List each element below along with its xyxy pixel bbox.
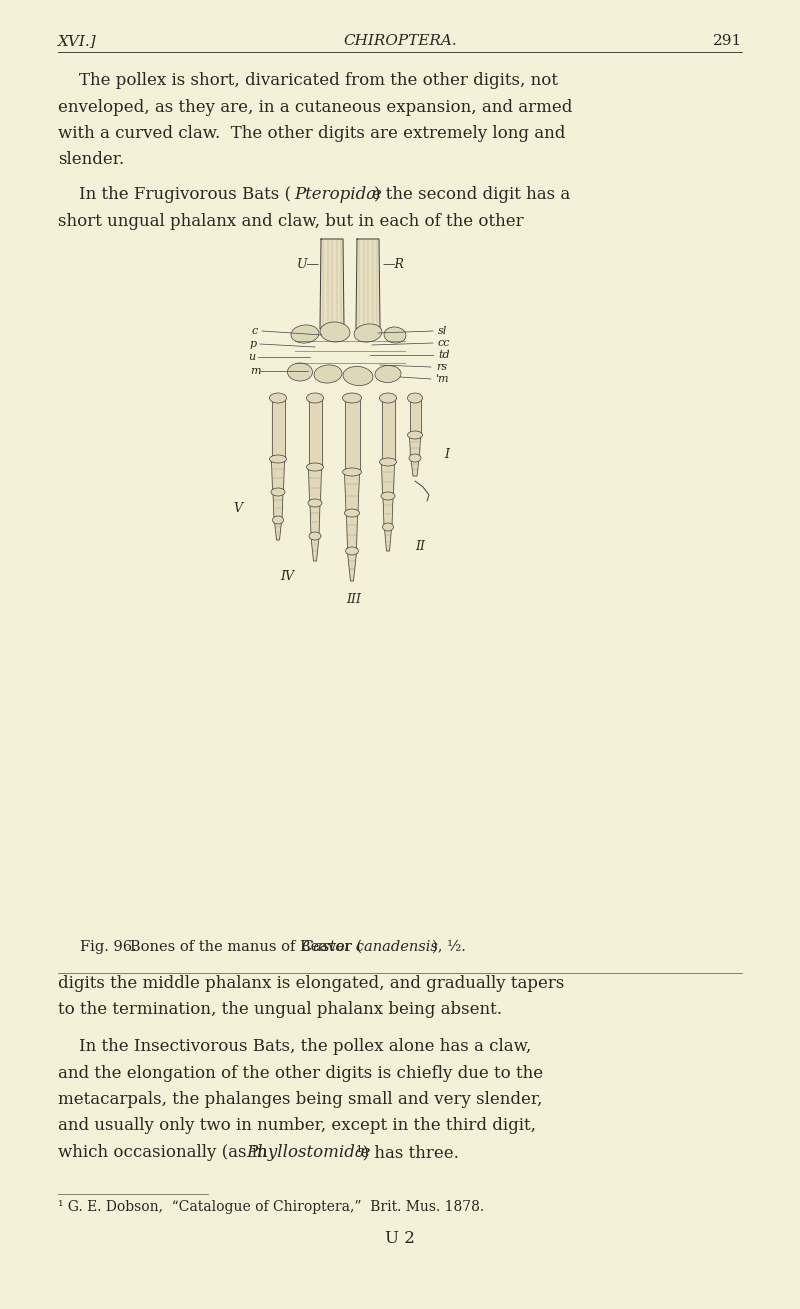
Text: with a curved claw.  The other digits are extremely long and: with a curved claw. The other digits are… xyxy=(58,124,566,141)
Text: to the termination, the ungual phalanx being absent.: to the termination, the ungual phalanx b… xyxy=(58,1001,502,1018)
Ellipse shape xyxy=(379,393,397,403)
Text: c: c xyxy=(252,326,258,336)
Text: p: p xyxy=(250,339,257,350)
Polygon shape xyxy=(274,521,282,541)
Ellipse shape xyxy=(291,325,319,343)
Text: 291: 291 xyxy=(713,34,742,48)
Ellipse shape xyxy=(273,516,283,524)
Ellipse shape xyxy=(375,365,401,382)
Ellipse shape xyxy=(342,469,362,476)
Ellipse shape xyxy=(320,322,350,342)
Polygon shape xyxy=(385,528,391,551)
Text: td: td xyxy=(438,350,450,360)
Text: which occasionally (as in: which occasionally (as in xyxy=(58,1144,273,1161)
Text: Pteropidæ: Pteropidæ xyxy=(294,186,382,203)
Text: ¹) has three.: ¹) has three. xyxy=(356,1144,459,1161)
Polygon shape xyxy=(382,397,394,461)
Text: and the elongation of the other digits is chiefly due to the: and the elongation of the other digits i… xyxy=(58,1064,543,1081)
Text: In the Frugivorous Bats (: In the Frugivorous Bats ( xyxy=(58,186,291,203)
Text: m: m xyxy=(250,367,261,376)
Polygon shape xyxy=(410,397,421,435)
Text: Bones of the manus of Beaver (: Bones of the manus of Beaver ( xyxy=(130,940,362,954)
Ellipse shape xyxy=(381,492,395,500)
Text: XVI.]: XVI.] xyxy=(58,34,97,48)
Polygon shape xyxy=(309,397,322,466)
Ellipse shape xyxy=(379,458,397,466)
Text: I: I xyxy=(445,448,450,461)
Ellipse shape xyxy=(308,499,322,507)
Text: ¹ G. E. Dobson,  “Catalogue of Chiroptera,”  Brit. Mus. 1878.: ¹ G. E. Dobson, “Catalogue of Chiroptera… xyxy=(58,1200,484,1215)
Polygon shape xyxy=(347,552,357,581)
Text: U—: U— xyxy=(297,258,320,271)
Ellipse shape xyxy=(306,463,323,471)
Ellipse shape xyxy=(343,367,373,386)
Text: rs: rs xyxy=(436,363,447,372)
Ellipse shape xyxy=(345,509,359,517)
Text: CHIROPTERA.: CHIROPTERA. xyxy=(343,34,457,48)
Polygon shape xyxy=(309,469,322,501)
Text: II: II xyxy=(415,539,425,552)
Polygon shape xyxy=(311,537,319,562)
Ellipse shape xyxy=(306,393,323,403)
Text: Castor canadensis: Castor canadensis xyxy=(302,940,438,954)
Polygon shape xyxy=(411,459,419,476)
Text: IV: IV xyxy=(280,569,294,583)
Text: metacarpals, the phalanges being small and very slender,: metacarpals, the phalanges being small a… xyxy=(58,1090,542,1107)
Text: In the Insectivorous Bats, the pollex alone has a claw,: In the Insectivorous Bats, the pollex al… xyxy=(58,1038,531,1055)
Text: slender.: slender. xyxy=(58,152,124,169)
Text: sl: sl xyxy=(438,326,447,336)
Text: and usually only two in number, except in the third digit,: and usually only two in number, except i… xyxy=(58,1118,536,1135)
Ellipse shape xyxy=(287,363,313,381)
Ellipse shape xyxy=(407,431,422,439)
Polygon shape xyxy=(345,397,359,471)
Ellipse shape xyxy=(309,531,321,541)
Polygon shape xyxy=(346,514,358,548)
Polygon shape xyxy=(382,463,394,493)
Text: Fig. 96.: Fig. 96. xyxy=(80,940,137,954)
Text: Phyllostomidæ: Phyllostomidæ xyxy=(246,1144,370,1161)
Polygon shape xyxy=(383,497,393,525)
Text: III: III xyxy=(346,593,362,606)
Text: ), ½.: ), ½. xyxy=(432,940,466,954)
Polygon shape xyxy=(273,493,283,518)
Ellipse shape xyxy=(354,323,382,342)
Ellipse shape xyxy=(382,524,394,531)
Polygon shape xyxy=(310,504,320,534)
Polygon shape xyxy=(410,436,421,456)
Text: short ungual phalanx and claw, but in each of the other: short ungual phalanx and claw, but in ea… xyxy=(58,212,524,229)
Ellipse shape xyxy=(342,393,362,403)
Ellipse shape xyxy=(314,365,342,384)
Ellipse shape xyxy=(270,456,286,463)
Text: ) the second digit has a: ) the second digit has a xyxy=(374,186,570,203)
Polygon shape xyxy=(271,397,285,458)
Polygon shape xyxy=(345,473,359,511)
Ellipse shape xyxy=(271,488,285,496)
Text: U 2: U 2 xyxy=(385,1230,415,1247)
Polygon shape xyxy=(356,240,380,329)
Ellipse shape xyxy=(409,454,421,462)
Text: digits the middle phalanx is elongated, and gradually tapers: digits the middle phalanx is elongated, … xyxy=(58,975,564,992)
Text: enveloped, as they are, in a cutaneous expansion, and armed: enveloped, as they are, in a cutaneous e… xyxy=(58,98,572,115)
Text: The pollex is short, divaricated from the other digits, not: The pollex is short, divaricated from th… xyxy=(58,72,558,89)
Text: cc: cc xyxy=(438,338,450,348)
Ellipse shape xyxy=(346,547,358,555)
Text: —R: —R xyxy=(383,258,405,271)
Ellipse shape xyxy=(407,393,422,403)
Polygon shape xyxy=(271,459,285,490)
Text: V: V xyxy=(234,501,242,514)
Text: 'm: 'm xyxy=(436,374,450,384)
Ellipse shape xyxy=(270,393,286,403)
Ellipse shape xyxy=(384,327,406,343)
Polygon shape xyxy=(320,240,344,329)
Text: u: u xyxy=(248,352,255,363)
